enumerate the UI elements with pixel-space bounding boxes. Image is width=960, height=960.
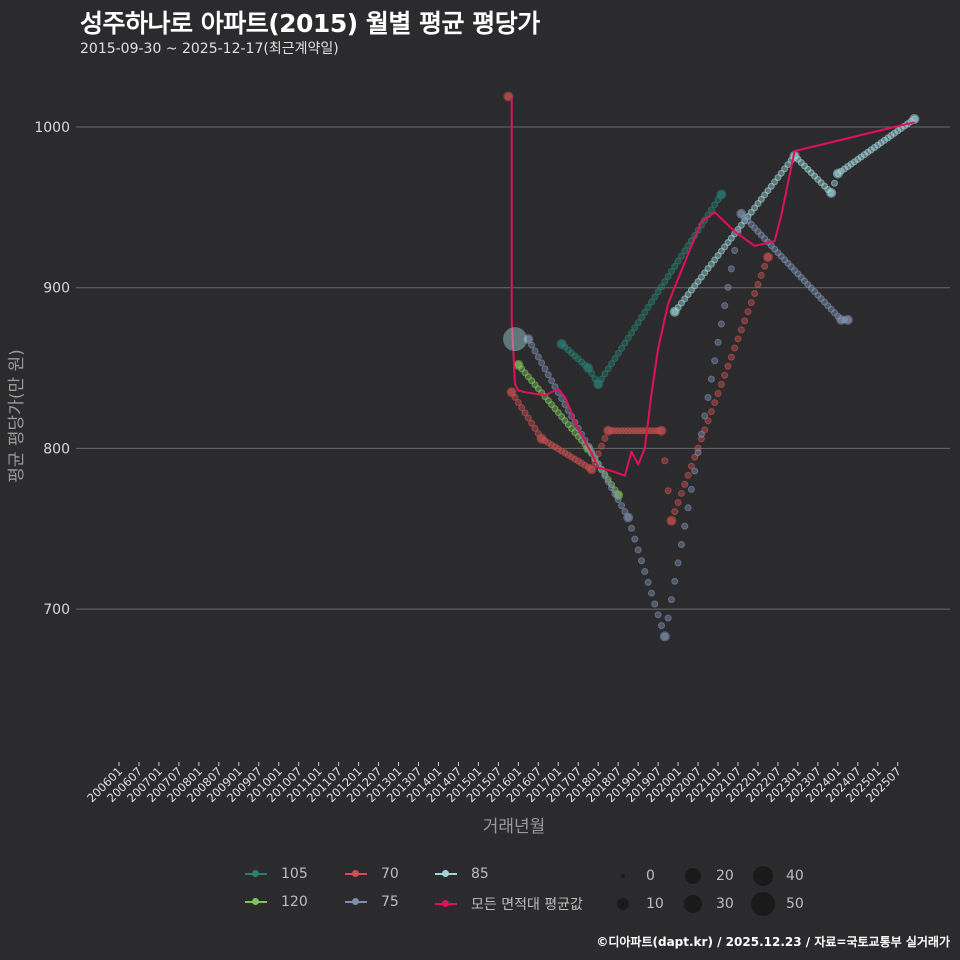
- chart-subtitle: 2015-09-30 ~ 2025-12-17(최근계약일): [80, 41, 339, 57]
- legend-item: 70: [345, 866, 399, 882]
- size-dot-icon: [684, 895, 702, 913]
- size-legend-label: 30: [716, 896, 734, 912]
- legend-swatch-icon: [245, 868, 267, 880]
- size-legend-item: 30: [680, 891, 734, 917]
- y-tick-label: 900: [43, 281, 70, 297]
- y-tick-label: 800: [43, 441, 70, 457]
- legend-label: 120: [281, 894, 308, 910]
- legend-label: 70: [381, 866, 399, 882]
- size-legend-label: 10: [646, 896, 664, 912]
- y-tick-label: 1000: [34, 120, 70, 136]
- size-legend-item: 50: [750, 891, 804, 917]
- legend-swatch-icon: [245, 896, 267, 908]
- size-dot-icon: [751, 892, 775, 916]
- legend-swatch-icon: [435, 898, 457, 910]
- source-caption: ©디아파트(dapt.kr) / 2025.12.23 / 자료=국토교통부 실…: [596, 935, 950, 949]
- size-legend-label: 20: [716, 868, 734, 884]
- size-dot-icon: [753, 866, 773, 886]
- series-85: [669, 113, 920, 317]
- y-axis-title: 평균 평당가(만 원): [7, 349, 27, 483]
- size-legend-label: 40: [786, 868, 804, 884]
- size-legend-item: 10: [610, 891, 664, 917]
- series-105: [556, 189, 727, 390]
- legend-label: 75: [381, 894, 399, 910]
- legend-item: 105: [245, 866, 308, 882]
- data-series: [503, 91, 920, 642]
- legend-item: 75: [345, 894, 399, 910]
- series-70: [503, 91, 773, 526]
- size-dot-icon: [685, 868, 701, 884]
- legend-swatch-icon: [345, 896, 367, 908]
- grid-lines: [76, 126, 950, 610]
- legend: 105 70 85 120 75 모든 면적대 평균값 0 10 20 30 40 50: [240, 866, 840, 926]
- series-모든 면적대 평균값: [510, 98, 915, 477]
- size-dot-icon: [621, 874, 625, 878]
- y-tick-label: 700: [43, 602, 70, 618]
- x-axis-title: 거래년월: [483, 817, 546, 837]
- legend-label: 105: [281, 866, 308, 882]
- legend-label: 85: [471, 866, 489, 882]
- y-axis-ticks: 700 800 900 1000: [34, 120, 70, 618]
- legend-item: 85: [435, 866, 489, 882]
- size-dot-icon: [617, 898, 629, 910]
- chart-plot: 700 800 900 1000 20060120060720070120070720…: [7, 91, 950, 837]
- legend-item: 모든 면적대 평균값: [435, 894, 583, 914]
- legend-swatch-icon: [435, 868, 457, 880]
- legend-item: 120: [245, 894, 308, 910]
- size-legend-item: 40: [750, 863, 804, 889]
- size-legend-label: 50: [786, 896, 804, 912]
- series-75: [523, 208, 853, 642]
- size-legend-item: 0: [610, 863, 655, 889]
- size-legend-item: 20: [680, 863, 734, 889]
- legend-swatch-icon: [345, 868, 367, 880]
- legend-label: 모든 면적대 평균값: [471, 897, 583, 913]
- x-axis-ticks: 2006012006072007012007072008012008072009…: [84, 762, 904, 805]
- large-bubble: [503, 327, 528, 352]
- size-legend-label: 0: [646, 868, 655, 884]
- chart-title: 성주하나로 아파트(2015) 월별 평균 평당가: [80, 9, 540, 38]
